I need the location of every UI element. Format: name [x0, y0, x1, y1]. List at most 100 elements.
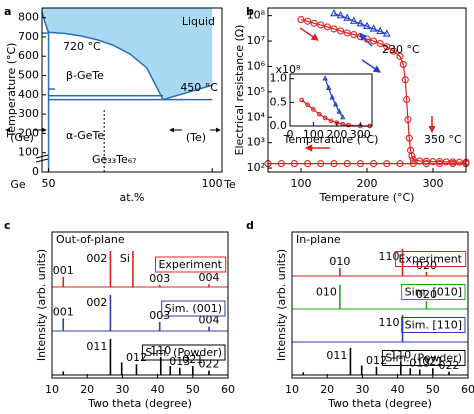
annotation: β-GeTe: [66, 69, 104, 82]
data-point: [317, 160, 325, 168]
x-tick-label: 100: [303, 128, 324, 141]
y-tick-label: 400: [18, 88, 39, 101]
peak-label: 020: [416, 288, 437, 301]
y-axis-label: Temperature (°C): [5, 43, 18, 139]
y-tick-label: 10⁸: [247, 9, 266, 22]
x-tick-label: 40: [391, 383, 405, 396]
annotation: 450 °C: [180, 81, 218, 94]
data-point: [376, 26, 385, 35]
y-tick-label: 1.0: [270, 72, 288, 85]
data-point: [396, 160, 404, 168]
data-point: [409, 160, 417, 168]
peak-label: 003: [149, 309, 170, 322]
data-point: [328, 118, 334, 124]
x-tick-label: 200: [357, 177, 378, 190]
panel-subtitle: In-plane: [296, 233, 341, 246]
x-tick-label: 60: [461, 383, 474, 396]
x-tick-label: 60: [221, 383, 235, 396]
x-tick-label: 100: [202, 177, 223, 190]
annotation: (Te): [186, 131, 206, 144]
y-tick-label: 10³: [247, 136, 265, 149]
peak-label: 110: [379, 250, 400, 263]
y-axis-label: Electrical resistance (Ω): [233, 25, 246, 156]
legend-box: [141, 344, 226, 361]
data-point: [376, 39, 384, 48]
annotation: α-GeTe: [66, 129, 104, 142]
panel-subtitle: Out-of-plane: [56, 233, 125, 246]
data-point: [422, 157, 430, 165]
peak-label: 013̄: [409, 357, 430, 370]
legend-box: [161, 300, 226, 317]
peak-label: 010: [329, 255, 350, 268]
data-point: [304, 160, 312, 168]
data-point: [370, 37, 378, 45]
data-point: [299, 97, 305, 103]
data-point: [383, 160, 391, 168]
x-tick-label: 50: [42, 177, 56, 190]
series-line: [300, 19, 466, 163]
peak-label: 110: [150, 344, 171, 357]
legend-label: Sim. (Powder): [145, 346, 222, 359]
data-point: [305, 102, 310, 108]
data-point: [343, 160, 351, 168]
peak-label: 010: [316, 286, 337, 299]
peak-label: 002: [86, 252, 107, 265]
x-tick-label: 50: [186, 383, 200, 396]
annotation: (Ge): [10, 131, 34, 144]
x-axis-label: Temperature (°C): [319, 191, 415, 204]
annotation: 720 °C: [63, 40, 101, 53]
data-point: [329, 94, 335, 100]
data-point: [316, 111, 322, 117]
plot-frame: [291, 231, 469, 379]
peak-label: 011: [326, 349, 347, 362]
data-point: [340, 113, 346, 120]
peak-label: 02̄1: [422, 355, 443, 368]
plot-frame: [289, 73, 373, 127]
y-tick-label: 0.5: [270, 95, 288, 108]
y-tick-label: 0: [32, 165, 39, 178]
x-tick-label: 20: [320, 383, 334, 396]
data-point: [330, 160, 338, 168]
peak-label: 004: [198, 314, 219, 327]
x-tick-label: 50: [426, 383, 440, 396]
annotation: Liquid: [182, 15, 215, 28]
data-point: [403, 95, 411, 104]
data-point: [336, 108, 342, 114]
annotation: 350 °C: [424, 133, 462, 146]
y-tick-label: 800: [18, 11, 39, 24]
y-tick-label: 10⁷: [247, 34, 265, 47]
data-point: [356, 19, 365, 27]
peak-label: 004: [198, 271, 219, 284]
x-axis-label: Two theta (degree): [87, 397, 192, 410]
data-point: [382, 29, 391, 37]
legend-box: [154, 256, 227, 273]
data-point: [343, 29, 351, 37]
peak-label: 011: [86, 340, 107, 353]
x-tick-label: 10: [45, 383, 59, 396]
y-tick-label: 10⁶: [247, 59, 266, 72]
x-tick-label: 100: [291, 177, 312, 190]
peak-label: 012̄: [126, 351, 147, 364]
data-point: [325, 84, 332, 90]
peak-label: 110: [379, 316, 400, 329]
series-line: [301, 99, 370, 127]
y-tick-label: 10⁴: [247, 110, 266, 123]
panel-letter: d: [246, 219, 254, 232]
data-point: [330, 25, 338, 33]
data-point: [389, 47, 397, 55]
data-point: [297, 16, 305, 24]
plot-frame: [51, 231, 229, 379]
y-axis-label: Intensity (arb. units): [275, 249, 288, 361]
liquidus-curve: [41, 11, 213, 101]
legend-box: [401, 284, 466, 300]
data-point: [409, 155, 417, 163]
x-tick-label: 30: [355, 383, 369, 396]
y-tick-label: 600: [18, 49, 39, 62]
y-axis-label: Intensity (arb. units): [35, 249, 48, 361]
data-point: [322, 115, 328, 121]
legend-label: Experiment: [398, 253, 462, 266]
arrow: [359, 33, 373, 47]
peak-label: 02̄1: [182, 353, 203, 366]
legend-box: [401, 317, 466, 333]
